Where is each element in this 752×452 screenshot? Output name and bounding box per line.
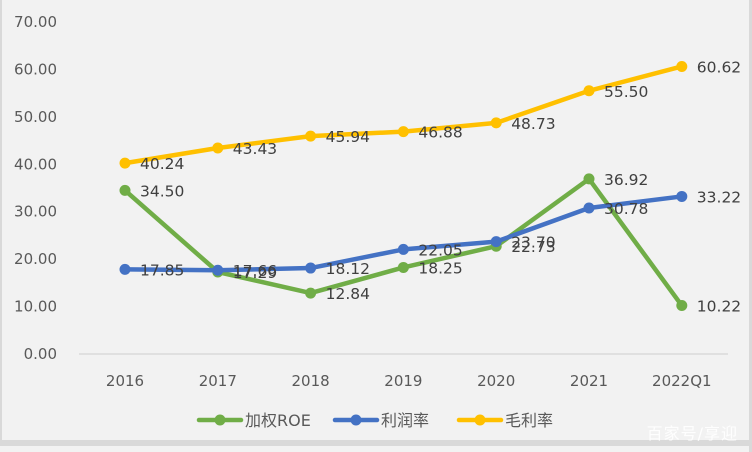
x-tick-label: 2019 — [384, 372, 422, 390]
data-point[interactable] — [583, 202, 595, 214]
legend-swatch-marker — [350, 414, 362, 426]
data-point[interactable] — [490, 236, 502, 248]
data-label: 55.50 — [604, 83, 648, 101]
data-label: 18.25 — [418, 259, 462, 277]
data-label: 46.88 — [418, 124, 462, 142]
legend-label: 毛利率 — [505, 411, 553, 430]
x-axis: 2016 2017 2018 2019 2020 2021 2022Q1 — [79, 353, 728, 390]
series-0 — [119, 173, 688, 312]
legend-item-0[interactable]: 加权ROE — [196, 411, 311, 430]
data-point[interactable] — [397, 243, 409, 255]
data-point[interactable] — [212, 142, 224, 154]
data-label: 34.50 — [140, 182, 184, 200]
data-point[interactable] — [676, 60, 688, 72]
series-line — [122, 176, 685, 308]
data-label: 45.94 — [326, 128, 370, 146]
data-point[interactable] — [397, 261, 409, 273]
y-tick-label: 30.00 — [14, 203, 57, 221]
data-point[interactable] — [676, 300, 688, 312]
y-tick-label: 40.00 — [14, 155, 57, 173]
legend-item-1[interactable]: 利润率 — [332, 411, 429, 430]
x-tick-label: 2021 — [570, 372, 608, 390]
data-label: 12.84 — [326, 285, 370, 303]
legend-item-2[interactable]: 毛利率 — [456, 411, 553, 430]
data-label: 60.62 — [697, 58, 741, 76]
data-point[interactable] — [676, 190, 688, 202]
series-2 — [119, 60, 688, 169]
legend-swatch-marker — [214, 414, 226, 426]
series-line — [122, 64, 685, 166]
data-label: 17.66 — [233, 262, 277, 280]
legend-label: 加权ROE — [245, 411, 311, 430]
data-point[interactable] — [305, 287, 317, 299]
data-label: 10.22 — [697, 298, 741, 316]
x-tick-label: 2017 — [199, 372, 237, 390]
data-point[interactable] — [212, 264, 224, 276]
data-label: 17.85 — [140, 261, 184, 279]
y-tick-label: 0.00 — [24, 345, 57, 363]
watermark: 百家号/享迎 — [646, 424, 738, 443]
series-group — [119, 60, 688, 312]
legend-label: 利润率 — [381, 411, 429, 430]
data-point[interactable] — [583, 85, 595, 97]
data-point[interactable] — [119, 157, 131, 169]
series-line — [122, 194, 685, 273]
legend: 加权ROE 利润率 毛利率 — [196, 411, 553, 430]
x-tick-label: 2022Q1 — [652, 372, 712, 390]
data-label: 23.70 — [511, 234, 555, 252]
data-label: 22.73 — [511, 238, 555, 256]
data-point[interactable] — [583, 173, 595, 185]
y-tick-label: 20.00 — [14, 250, 57, 268]
data-point[interactable] — [119, 263, 131, 275]
y-tick-label: 70.00 — [14, 13, 57, 31]
x-tick-label: 2020 — [477, 372, 515, 390]
data-label: 36.92 — [604, 171, 648, 189]
y-tick-label: 50.00 — [14, 108, 57, 126]
series-1 — [119, 190, 688, 276]
data-point[interactable] — [119, 184, 131, 196]
data-label: 17.29 — [233, 264, 277, 282]
data-label: 40.24 — [140, 155, 184, 173]
data-point[interactable] — [305, 262, 317, 274]
data-point[interactable] — [397, 126, 409, 138]
x-tick-label: 2016 — [106, 372, 144, 390]
data-label: 43.43 — [233, 140, 277, 158]
y-axis: 0.00 10.00 20.00 30.00 40.00 50.00 60.00 70.00 — [14, 13, 57, 363]
data-point[interactable] — [490, 117, 502, 129]
data-label: 18.12 — [326, 260, 370, 278]
legend-swatch-marker — [474, 414, 486, 426]
data-point[interactable] — [305, 130, 317, 142]
y-tick-label: 10.00 — [14, 298, 57, 316]
y-tick-label: 60.00 — [14, 60, 57, 78]
x-tick-label: 2018 — [292, 372, 330, 390]
data-label: 30.78 — [604, 200, 648, 218]
right-border — [749, 0, 752, 452]
data-label: 33.22 — [697, 188, 741, 206]
data-labels: 34.50 17.29 12.84 18.25 22.73 36.92 10.22 17.85… — [140, 58, 741, 315]
data-label: 22.05 — [418, 241, 462, 259]
data-label: 48.73 — [511, 115, 555, 133]
